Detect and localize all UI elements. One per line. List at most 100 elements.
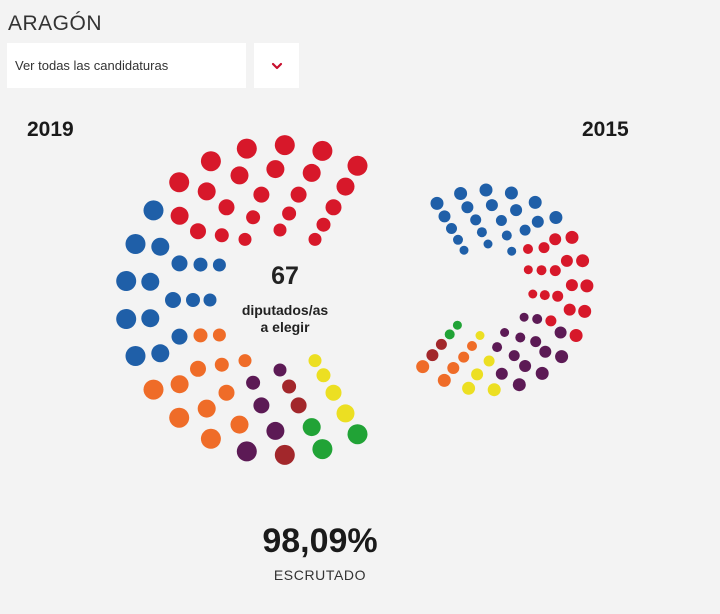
seat-2019-seat (325, 199, 342, 216)
seat-2019-seat (200, 151, 221, 172)
seat-2015-seat (528, 289, 538, 299)
seat-2015-seat (459, 245, 469, 255)
seat-2015-seat (507, 246, 517, 256)
seat-2015-seat (549, 265, 561, 277)
seat-2015-seat (467, 341, 477, 351)
seat-2019-seat (151, 237, 170, 256)
seat-2019-seat (347, 155, 368, 176)
seat-2015-seat (569, 329, 583, 342)
seats-label-line1: diputados/as (241, 302, 329, 318)
dropdown-toggle-button[interactable] (254, 43, 299, 88)
seat-2015-seat (446, 223, 457, 234)
seat-2019-seat (190, 223, 206, 240)
seat-2019-seat (273, 363, 287, 377)
seat-2015-seat (510, 204, 523, 217)
seat-2019-seat (200, 428, 221, 449)
seat-2015-seat (532, 314, 543, 324)
seat-2019-seat (238, 232, 252, 246)
seat-2019-seat (197, 182, 216, 201)
seat-2015-seat (501, 230, 512, 241)
seat-2015-seat (470, 214, 482, 226)
seat-2015-seat (554, 326, 567, 339)
seat-2015-seat (438, 210, 451, 223)
seat-2019-seat (230, 166, 249, 185)
seat-2019-seat (316, 368, 331, 383)
seat-2015-seat (560, 254, 573, 267)
seat-2019-seat (193, 257, 208, 272)
seat-2019-seat (336, 404, 355, 423)
parliament-chart-2019 (116, 135, 368, 465)
seat-2015-seat (437, 373, 451, 387)
seat-2015-seat (430, 196, 444, 210)
seat-2019-seat (141, 309, 160, 328)
seat-2019-seat (218, 384, 235, 401)
seat-2019-seat (282, 206, 297, 221)
seat-2015-seat (519, 360, 532, 372)
seat-2019-seat (308, 232, 322, 246)
seat-2019-seat (274, 444, 295, 465)
seat-2019-seat (190, 360, 206, 377)
seat-2019-seat (203, 293, 217, 307)
seat-2015-seat (508, 350, 520, 362)
seat-2015-seat (563, 303, 576, 316)
seat-2015-seat (495, 215, 507, 226)
seat-2019-seat (325, 384, 342, 401)
seat-2015-seat (512, 378, 526, 392)
seat-2015-seat (476, 227, 487, 238)
seat-2019-seat (236, 441, 257, 462)
seat-2015-seat (565, 279, 578, 292)
seat-2019-seat (290, 397, 307, 414)
seat-2015-seat (453, 234, 463, 245)
seat-2015-seat (458, 351, 470, 363)
seats-total: 67 (271, 262, 299, 290)
seat-2015-seat (545, 315, 557, 327)
seat-2019-seat (143, 200, 164, 221)
seat-2019-seat (253, 397, 270, 414)
seat-2019-seat (230, 415, 249, 434)
seat-2019-seat (186, 293, 200, 307)
seat-2015-seat (444, 329, 455, 340)
seat-2019-seat (170, 206, 189, 225)
seat-2019-seat (246, 210, 261, 225)
seat-2015-seat (495, 367, 508, 380)
seat-2019-seat (170, 375, 189, 394)
seat-2019-seat (302, 163, 321, 182)
seat-2015-seat (447, 362, 460, 374)
seat-2015-seat (555, 350, 569, 364)
seat-2015-seat (435, 338, 447, 350)
seat-2015-seat (565, 230, 579, 244)
seat-2015-seat (504, 186, 518, 200)
seat-2019-seat (266, 421, 285, 440)
seat-2015-seat (530, 336, 542, 348)
seat-2015-seat (523, 244, 533, 254)
seat-2019-seat (266, 160, 285, 179)
seat-2015-seat (578, 304, 592, 318)
seats-label-line2: a elegir (260, 319, 310, 335)
seat-2019-seat (193, 328, 208, 343)
seat-2019-seat (197, 399, 216, 418)
seat-2019-seat (253, 186, 270, 203)
seat-2019-seat (336, 177, 355, 196)
seat-2019-seat (218, 199, 235, 216)
seat-2015-seat (454, 187, 468, 200)
seat-2019-seat (116, 309, 137, 329)
seat-2015-seat (580, 279, 594, 293)
seat-2019-seat (212, 258, 226, 272)
candidatures-select[interactable]: Ver todas las candidaturas (7, 43, 246, 88)
seat-2015-seat (515, 332, 526, 343)
seat-2019-seat (246, 375, 261, 390)
seat-2019-seat (116, 271, 137, 291)
seat-2015-seat (539, 345, 552, 358)
seat-2015-seat (471, 368, 484, 381)
seat-2019-seat (165, 292, 181, 308)
seat-2015-seat (487, 383, 501, 397)
seat-2015-seat (519, 312, 529, 322)
region-title: ARAGÓN (8, 12, 103, 35)
seat-2019-seat (141, 272, 160, 291)
seat-2019-seat (273, 223, 287, 237)
seat-2015-seat (500, 328, 510, 337)
seat-2019-seat (214, 228, 229, 243)
seat-2019-seat (274, 135, 295, 156)
seat-2015-seat (531, 215, 544, 228)
